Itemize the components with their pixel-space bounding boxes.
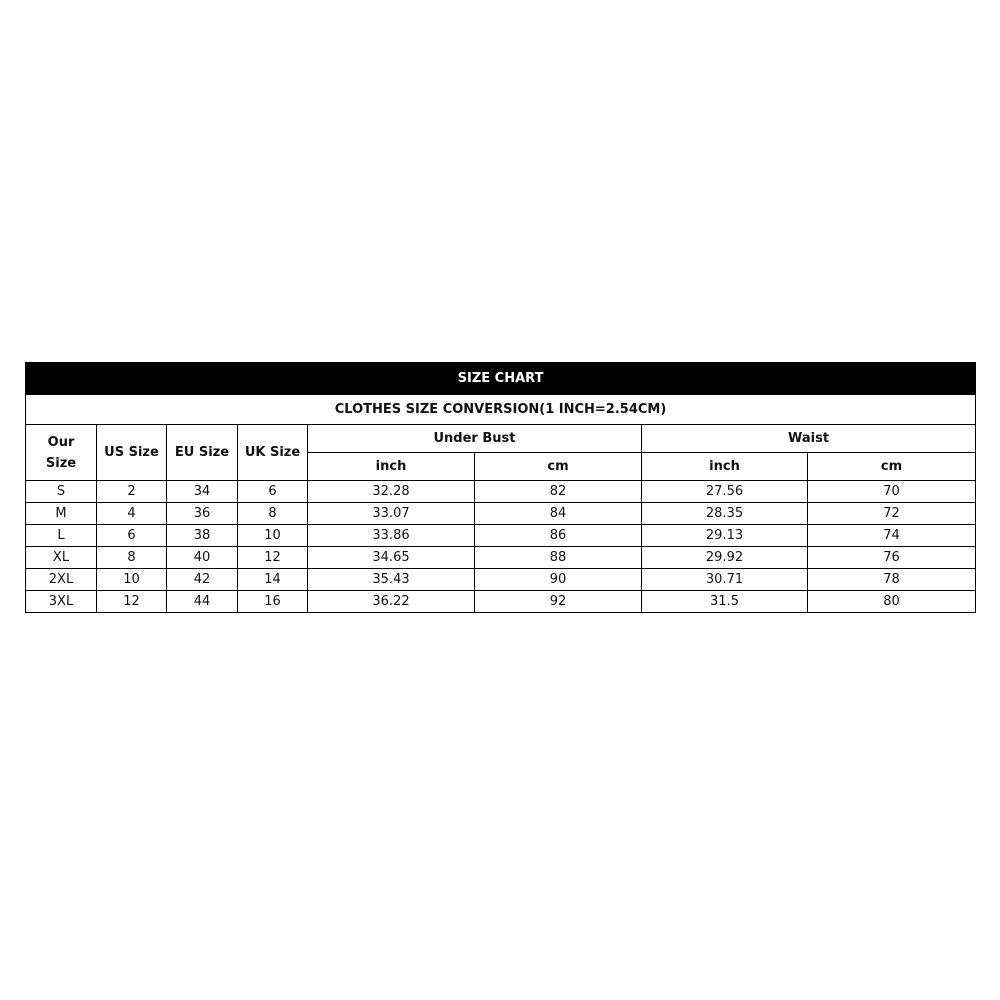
cell-waist-inch: 28.35 — [641, 502, 808, 525]
cell-waist-cm: 74 — [806, 524, 977, 547]
header-waist-cm: cm — [806, 452, 977, 481]
cell-waist-inch: 30.71 — [641, 568, 808, 591]
cell-our-size: L — [25, 524, 97, 547]
header-uk-size: UK Size — [237, 424, 308, 481]
cell-waist-inch: 27.56 — [641, 480, 808, 503]
table-row: L 6 38 10 33.86 86 29.13 74 — [25, 524, 977, 547]
cell-bust-cm: 92 — [474, 590, 642, 613]
table-row: 2XL 10 42 14 35.43 90 30.71 78 — [25, 568, 977, 591]
cell-bust-cm: 90 — [474, 568, 642, 591]
cell-bust-inch: 33.86 — [307, 524, 475, 547]
cell-bust-cm: 82 — [474, 480, 642, 503]
cell-uk-size: 14 — [237, 568, 308, 591]
header-bust-inch: inch — [307, 452, 475, 481]
size-chart-title: SIZE CHART — [24, 362, 977, 395]
header-bust-cm: cm — [474, 452, 642, 481]
cell-our-size: S — [25, 480, 97, 503]
cell-us-size: 2 — [96, 480, 167, 503]
cell-eu-size: 34 — [166, 480, 238, 503]
conversion-subtitle: CLOTHES SIZE CONVERSION(1 INCH=2.54CM) — [24, 394, 977, 425]
cell-waist-cm: 76 — [806, 546, 977, 569]
table-row: M 4 36 8 33.07 84 28.35 72 — [25, 502, 977, 525]
cell-bust-cm: 88 — [474, 546, 642, 569]
cell-our-size: XL — [25, 546, 97, 569]
cell-eu-size: 42 — [166, 568, 238, 591]
header-us-size: US Size — [96, 424, 167, 481]
cell-bust-inch: 33.07 — [307, 502, 475, 525]
cell-us-size: 6 — [96, 524, 167, 547]
cell-us-size: 4 — [96, 502, 167, 525]
size-rows: S 2 34 6 32.28 82 27.56 70 M 4 36 8 33.07 84 28.35 72 L 6… — [25, 480, 977, 613]
cell-eu-size: 38 — [166, 524, 238, 547]
cell-eu-size: 36 — [166, 502, 238, 525]
table-row: 3XL 12 44 16 36.22 92 31.5 80 — [25, 590, 977, 613]
cell-eu-size: 40 — [166, 546, 238, 569]
cell-uk-size: 8 — [237, 502, 308, 525]
cell-us-size: 10 — [96, 568, 167, 591]
cell-uk-size: 12 — [237, 546, 308, 569]
cell-bust-inch: 35.43 — [307, 568, 475, 591]
cell-uk-size: 16 — [237, 590, 308, 613]
cell-bust-cm: 84 — [474, 502, 642, 525]
header-waist: Waist — [640, 424, 977, 453]
cell-waist-inch: 29.13 — [641, 524, 808, 547]
cell-bust-inch: 34.65 — [307, 546, 475, 569]
size-chart-table: SIZE CHART CLOTHES SIZE CONVERSION(1 INC… — [24, 362, 977, 613]
cell-our-size: M — [25, 502, 97, 525]
cell-our-size: 3XL — [25, 590, 97, 613]
table-row: XL 8 40 12 34.65 88 29.92 76 — [25, 546, 977, 569]
header-waist-inch: inch — [641, 452, 808, 481]
cell-waist-cm: 78 — [806, 568, 977, 591]
header-under-bust: Under Bust — [307, 424, 642, 453]
cell-waist-inch: 29.92 — [641, 546, 808, 569]
header-eu-size: EU Size — [166, 424, 238, 481]
cell-our-size: 2XL — [25, 568, 97, 591]
header-our-size-line1: Our — [47, 434, 75, 450]
cell-waist-cm: 80 — [806, 590, 977, 613]
cell-eu-size: 44 — [166, 590, 238, 613]
header-our-size-line2: Size — [45, 455, 77, 471]
cell-waist-cm: 72 — [806, 502, 977, 525]
cell-waist-inch: 31.5 — [641, 590, 808, 613]
table-row: S 2 34 6 32.28 82 27.56 70 — [25, 480, 977, 503]
cell-waist-cm: 70 — [806, 480, 977, 503]
cell-bust-cm: 86 — [474, 524, 642, 547]
cell-bust-inch: 36.22 — [307, 590, 475, 613]
cell-uk-size: 6 — [237, 480, 308, 503]
cell-bust-inch: 32.28 — [307, 480, 475, 503]
header-our-size: Our Size — [25, 424, 97, 481]
cell-us-size: 12 — [96, 590, 167, 613]
cell-uk-size: 10 — [237, 524, 308, 547]
cell-us-size: 8 — [96, 546, 167, 569]
